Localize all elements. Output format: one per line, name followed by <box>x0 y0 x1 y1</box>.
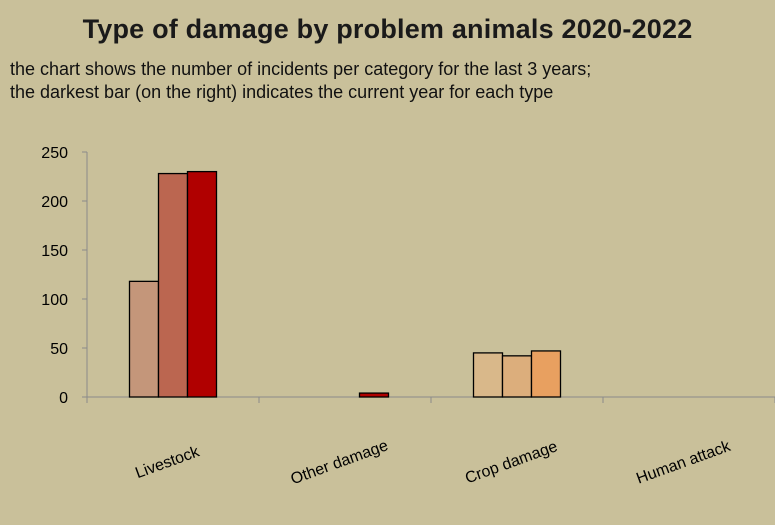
chart-subtitle: the chart shows the number of incidents … <box>10 58 770 104</box>
bar <box>358 392 390 398</box>
chart-title: Type of damage by problem animals 2020-2… <box>82 14 693 44</box>
y-tick-label: 200 <box>41 194 68 211</box>
bar <box>530 350 562 398</box>
y-tick-label: 150 <box>41 243 68 260</box>
bar <box>157 172 189 398</box>
y-tick-label: 250 <box>41 145 68 162</box>
x-category-label: Crop damage <box>463 438 560 487</box>
y-tick-label: 100 <box>41 292 68 309</box>
bar <box>472 352 504 398</box>
subtitle-line-2: the darkest bar (on the right) indicates… <box>10 82 554 102</box>
subtitle-line-1: the chart shows the number of incidents … <box>10 59 592 79</box>
bar <box>128 280 160 398</box>
bar <box>186 170 218 398</box>
x-category-label: Human attack <box>634 438 734 488</box>
bar <box>501 355 533 398</box>
x-category-label: Other damage <box>288 437 390 488</box>
x-category-label: Livestock <box>133 443 202 482</box>
y-tick-label: 50 <box>50 341 68 358</box>
y-tick-label: 0 <box>59 390 68 407</box>
